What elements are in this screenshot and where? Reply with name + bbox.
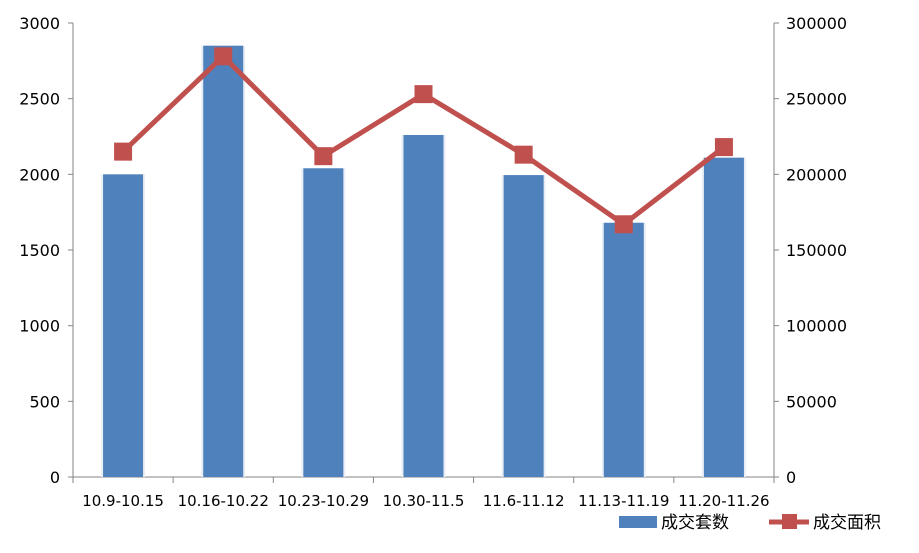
right-tick-label: 200000 [786,165,847,184]
legend-bar-label: 成交套数 [661,513,729,533]
right-y-axis: 0 50000 100000 150000 200000 250000 300000 [773,14,847,487]
x-tick-label: 10.30-11.5 [383,492,465,510]
bar-series [101,45,746,478]
x-tick-label: 11.6-11.12 [483,492,565,510]
bar [403,134,444,477]
left-tick-label: 2000 [19,165,60,184]
bar [503,175,544,477]
left-tick-label: 1000 [19,317,60,336]
x-tick-label: 10.16-10.22 [178,492,269,510]
line-point-marker [414,85,433,104]
left-tick-label: 3000 [19,14,60,33]
x-tick-label: 11.13-11.19 [578,492,669,510]
left-y-axis: 0 500 1000 1500 2000 2500 3000 [19,14,74,487]
left-tick-label: 2500 [19,90,60,109]
line-point-marker [614,215,633,234]
legend-line-label: 成交面积 [813,513,881,533]
line-point-marker [314,147,333,166]
right-tick-label: 250000 [786,90,847,109]
line-point-marker [214,47,233,66]
right-tick-label: 300000 [786,14,847,33]
left-tick-label: 500 [29,392,60,411]
bar [603,222,644,477]
x-axis: 10.9-10.15 10.16-10.22 10.23-10.29 10.30-11… [72,476,775,510]
right-tick-label: 150000 [786,241,847,260]
x-tick-label: 10.9-10.15 [82,492,164,510]
bar [703,157,744,478]
x-tick-label: 10.23-10.29 [278,492,369,510]
line-point-marker [714,138,733,157]
line-point-marker [514,145,533,164]
bar [103,174,144,478]
legend: 成交套数 成交面积 [619,513,881,533]
right-tick-label: 0 [786,468,796,487]
legend-bar-swatch [619,516,657,528]
left-tick-label: 1500 [19,241,60,260]
line-series [114,47,733,234]
line-point-marker [114,142,133,161]
bar [303,168,344,477]
x-tick-label: 11.20-11.26 [678,492,769,510]
right-tick-label: 50000 [786,392,837,411]
legend-line-marker [782,514,797,529]
right-tick-label: 100000 [786,317,847,336]
left-tick-label: 0 [50,468,60,487]
bar [203,45,244,477]
